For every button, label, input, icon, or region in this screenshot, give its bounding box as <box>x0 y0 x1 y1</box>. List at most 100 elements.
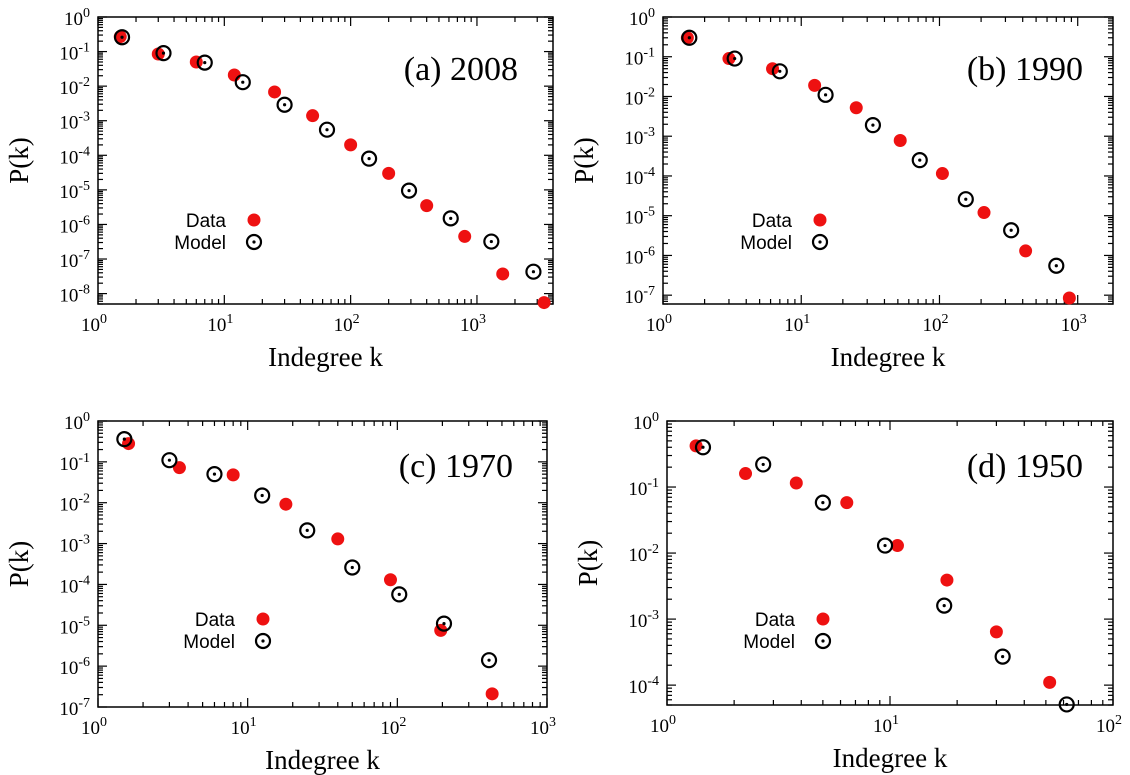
model-point <box>817 86 834 103</box>
model-marker-dot <box>883 543 887 548</box>
data-point <box>739 467 753 481</box>
data-point <box>268 85 282 99</box>
model-marker-ring <box>1048 257 1065 274</box>
model-point <box>155 45 172 62</box>
model-marker-ring <box>755 456 772 473</box>
x-tick-label: 103 <box>1061 312 1087 336</box>
model-marker-ring <box>936 597 953 614</box>
model-point <box>694 439 712 456</box>
data-point <box>1019 244 1033 258</box>
model-point <box>936 597 953 614</box>
model-point <box>196 54 213 71</box>
legend-label: Model <box>183 632 235 653</box>
model-point <box>442 210 459 227</box>
model-point <box>400 182 418 199</box>
x-tick-label: 103 <box>530 715 556 739</box>
model-marker-ring <box>234 74 251 91</box>
model-marker-ring <box>957 191 974 208</box>
model-point <box>254 487 271 504</box>
model-marker-ring <box>911 152 928 169</box>
model-point <box>360 150 378 167</box>
data-point <box>935 167 949 181</box>
y-tick-label: 10-4 <box>59 144 90 168</box>
legend-marker <box>811 233 829 251</box>
panel-label: (b) 1990 <box>967 51 1083 88</box>
panel-label: (a) 2008 <box>404 51 518 88</box>
data-point <box>890 539 904 553</box>
x-tick-label: 100 <box>650 713 676 737</box>
data-point <box>977 206 991 220</box>
model-marker-dot <box>261 639 265 643</box>
y-tick-label: 10-1 <box>628 476 659 500</box>
y-tick-label: 10-5 <box>624 205 655 229</box>
panel-d: 100 101 102 10-4 10-3 10-2 10-1 100 Indegree k P(… <box>573 410 1122 773</box>
model-marker-dot <box>442 621 446 626</box>
data-point <box>940 573 954 587</box>
y-tick-label: 10-7 <box>59 248 90 272</box>
model-marker-dot <box>1009 228 1013 232</box>
model-marker-ring <box>480 652 498 669</box>
model-marker-dot <box>241 80 245 84</box>
model-marker-ring <box>344 559 361 576</box>
model-marker-dot <box>167 458 172 462</box>
legend-marker <box>816 612 830 626</box>
model-marker-dot <box>489 239 493 244</box>
data-point <box>537 296 551 310</box>
y-tick-label: 100 <box>64 6 90 30</box>
y-tick-label: 10-7 <box>624 284 655 308</box>
model-marker-ring <box>1003 222 1020 239</box>
panel-label: (c) 1970 <box>399 448 513 485</box>
model-marker-dot <box>1054 264 1058 268</box>
model-marker-dot <box>350 565 354 570</box>
model-marker-ring <box>483 233 500 250</box>
y-tick-label: 10-3 <box>59 110 90 134</box>
model-marker-dot <box>964 197 968 201</box>
x-axis-label: Indegree k <box>265 745 380 775</box>
x-axis-label: Indegree k <box>831 342 946 372</box>
model-marker-dot <box>701 445 705 449</box>
model-marker-dot <box>282 103 287 107</box>
model-marker-ring <box>245 233 263 251</box>
model-marker-dot <box>531 270 536 274</box>
panel-label: (d) 1950 <box>967 448 1083 485</box>
model-marker-ring <box>771 63 788 80</box>
model-point <box>435 615 453 632</box>
model-marker-ring <box>814 632 832 650</box>
y-tick-label: 10-1 <box>59 41 90 65</box>
model-marker-ring <box>391 586 408 603</box>
model-marker-dot <box>367 157 371 161</box>
model-marker-ring <box>814 494 831 511</box>
model-marker-ring <box>254 632 272 650</box>
panel-a: 100 101 102 103 10-8 10-7 10-6 10-5 10-4 10-3 10-2… <box>4 6 554 372</box>
y-tick-label: 10-2 <box>59 75 90 99</box>
model-marker-ring <box>1058 696 1075 713</box>
series-model <box>116 431 498 669</box>
model-marker-ring <box>400 182 418 199</box>
model-point <box>276 96 293 113</box>
y-tick-label: 10-6 <box>59 213 90 237</box>
model-marker-dot <box>407 189 411 193</box>
model-marker-dot <box>325 128 329 132</box>
model-marker-ring <box>681 29 698 46</box>
model-marker-dot <box>918 158 922 162</box>
y-tick-label: 10-4 <box>628 674 659 698</box>
legend-marker <box>247 213 261 227</box>
model-marker-dot <box>778 69 782 73</box>
y-tick-label: 10-3 <box>59 533 90 557</box>
model-point <box>206 466 223 483</box>
model-marker-ring <box>694 439 712 456</box>
model-marker-dot <box>449 216 453 220</box>
x-tick-label: 103 <box>460 312 486 336</box>
data-point <box>1062 291 1076 305</box>
y-tick-label: 10-5 <box>59 614 90 638</box>
data-point <box>382 166 396 180</box>
y-axis-label: P(k) <box>4 137 34 184</box>
x-tick-label: 101 <box>873 713 899 737</box>
y-tick-label: 10-6 <box>624 244 655 268</box>
model-marker-ring <box>811 233 829 251</box>
model-marker-dot <box>252 240 256 244</box>
plot-frame <box>97 420 548 708</box>
x-axis-label: Indegree k <box>268 342 383 372</box>
